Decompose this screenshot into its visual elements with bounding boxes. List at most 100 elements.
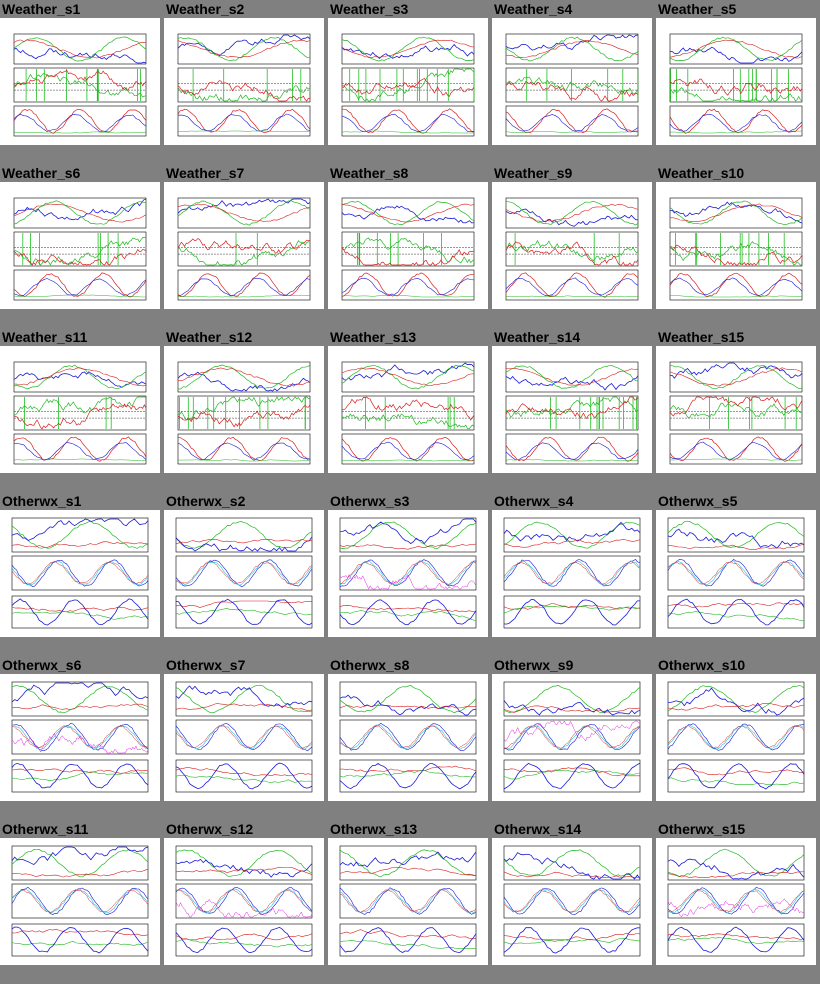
thumbnail-weather-s11[interactable]: Weather_s11 <box>0 328 164 492</box>
thumbnail-title: Otherwx_s15 <box>658 821 746 837</box>
plot-graphic <box>341 361 475 465</box>
thumbnail-title: Weather_s5 <box>658 1 737 17</box>
thumbnail-title: Otherwx_s11 <box>2 821 89 837</box>
thumbnail-otherwx-s14[interactable]: Otherwx_s14 <box>492 820 656 984</box>
plot-thumbnail-image[interactable] <box>164 18 324 145</box>
thumbnail-weather-s14[interactable]: Weather_s14 <box>492 328 656 492</box>
plot-thumbnail-image[interactable] <box>0 182 160 309</box>
plot-graphic <box>339 681 477 793</box>
thumbnail-title: Otherwx_s8 <box>330 657 410 673</box>
plot-graphic <box>11 517 149 629</box>
thumbnail-weather-s3[interactable]: Weather_s3 <box>328 0 492 164</box>
thumbnail-otherwx-s11[interactable]: Otherwx_s11 <box>0 820 164 984</box>
plot-graphic <box>339 517 477 629</box>
thumbnail-weather-s2[interactable]: Weather_s2 <box>164 0 328 164</box>
plot-graphic <box>669 361 803 465</box>
thumbnail-weather-s9[interactable]: Weather_s9 <box>492 164 656 328</box>
plot-graphic <box>667 517 805 629</box>
thumbnail-otherwx-s1[interactable]: Otherwx_s1 <box>0 492 164 656</box>
thumbnail-otherwx-s15[interactable]: Otherwx_s15 <box>656 820 820 984</box>
plot-graphic <box>13 33 147 137</box>
thumbnail-weather-s4[interactable]: Weather_s4 <box>492 0 656 164</box>
plot-thumbnail-image[interactable] <box>656 838 816 965</box>
plot-thumbnail-image[interactable] <box>328 346 488 473</box>
plot-graphic <box>667 845 805 957</box>
plot-thumbnail-image[interactable] <box>328 510 488 637</box>
thumbnail-weather-s15[interactable]: Weather_s15 <box>656 328 820 492</box>
plot-graphic <box>177 33 311 137</box>
plot-thumbnail-image[interactable] <box>164 182 324 309</box>
plot-thumbnail-image[interactable] <box>492 18 652 145</box>
plot-thumbnail-image[interactable] <box>492 510 652 637</box>
plot-graphic <box>505 361 639 465</box>
thumbnail-otherwx-s13[interactable]: Otherwx_s13 <box>328 820 492 984</box>
plot-graphic <box>505 33 639 137</box>
plot-graphic <box>341 33 475 137</box>
plot-thumbnail-image[interactable] <box>328 674 488 801</box>
plot-thumbnail-image[interactable] <box>656 674 816 801</box>
thumbnail-title: Otherwx_s4 <box>494 493 574 509</box>
thumbnail-title: Weather_s13 <box>330 329 417 345</box>
thumbnail-weather-s12[interactable]: Weather_s12 <box>164 328 328 492</box>
thumbnail-title: Otherwx_s1 <box>2 493 82 509</box>
plot-graphic <box>11 681 149 793</box>
thumbnail-weather-s8[interactable]: Weather_s8 <box>328 164 492 328</box>
thumbnail-title: Weather_s14 <box>494 329 581 345</box>
thumbnail-title: Otherwx_s7 <box>166 657 246 673</box>
thumbnail-weather-s5[interactable]: Weather_s5 <box>656 0 820 164</box>
plot-graphic <box>503 845 641 957</box>
plot-thumbnail-image[interactable] <box>0 18 160 145</box>
plot-thumbnail-image[interactable] <box>164 674 324 801</box>
thumbnail-otherwx-s12[interactable]: Otherwx_s12 <box>164 820 328 984</box>
plot-thumbnail-image[interactable] <box>0 346 160 473</box>
thumbnail-title: Otherwx_s13 <box>330 821 418 837</box>
plot-graphic <box>175 845 313 957</box>
plot-thumbnail-image[interactable] <box>492 346 652 473</box>
thumbnail-weather-s7[interactable]: Weather_s7 <box>164 164 328 328</box>
thumbnail-weather-s13[interactable]: Weather_s13 <box>328 328 492 492</box>
thumbnail-otherwx-s8[interactable]: Otherwx_s8 <box>328 656 492 820</box>
thumbnail-otherwx-s7[interactable]: Otherwx_s7 <box>164 656 328 820</box>
thumbnail-otherwx-s2[interactable]: Otherwx_s2 <box>164 492 328 656</box>
thumbnail-otherwx-s6[interactable]: Otherwx_s6 <box>0 656 164 820</box>
thumbnail-otherwx-s3[interactable]: Otherwx_s3 <box>328 492 492 656</box>
plot-thumbnail-image[interactable] <box>656 510 816 637</box>
thumbnail-title: Weather_s3 <box>330 1 409 17</box>
plot-thumbnail-image[interactable] <box>656 18 816 145</box>
thumbnail-title: Otherwx_s10 <box>658 657 746 673</box>
plot-thumbnail-image[interactable] <box>492 674 652 801</box>
plot-graphic <box>341 197 475 301</box>
plot-graphic <box>175 517 313 629</box>
plot-graphic <box>13 197 147 301</box>
thumbnail-weather-s6[interactable]: Weather_s6 <box>0 164 164 328</box>
plot-thumbnail-image[interactable] <box>164 510 324 637</box>
plot-thumbnail-image[interactable] <box>492 182 652 309</box>
thumbnail-otherwx-s4[interactable]: Otherwx_s4 <box>492 492 656 656</box>
plot-thumbnail-image[interactable] <box>656 346 816 473</box>
thumbnail-title: Weather_s6 <box>2 165 81 181</box>
plot-thumbnail-image[interactable] <box>328 18 488 145</box>
plot-thumbnail-image[interactable] <box>164 838 324 965</box>
thumbnail-title: Weather_s4 <box>494 1 573 17</box>
thumbnail-otherwx-s9[interactable]: Otherwx_s9 <box>492 656 656 820</box>
plot-graphic <box>175 681 313 793</box>
plot-thumbnail-image[interactable] <box>0 510 160 637</box>
plot-thumbnail-image[interactable] <box>492 838 652 965</box>
thumbnail-title: Otherwx_s3 <box>330 493 410 509</box>
plot-graphic <box>669 33 803 137</box>
thumbnail-otherwx-s5[interactable]: Otherwx_s5 <box>656 492 820 656</box>
thumbnail-weather-s10[interactable]: Weather_s10 <box>656 164 820 328</box>
plot-thumbnail-image[interactable] <box>0 674 160 801</box>
plot-thumbnail-image[interactable] <box>328 838 488 965</box>
plot-graphic <box>177 361 311 465</box>
thumbnail-title: Weather_s8 <box>330 165 409 181</box>
thumbnail-title: Weather_s12 <box>166 329 253 345</box>
plot-thumbnail-image[interactable] <box>328 182 488 309</box>
thumbnail-weather-s1[interactable]: Weather_s1 <box>0 0 164 164</box>
plot-thumbnail-image[interactable] <box>164 346 324 473</box>
plot-thumbnail-image[interactable] <box>656 182 816 309</box>
plot-thumbnail-image[interactable] <box>0 838 160 965</box>
thumbnail-otherwx-s10[interactable]: Otherwx_s10 <box>656 656 820 820</box>
thumbnail-title: Otherwx_s12 <box>166 821 254 837</box>
